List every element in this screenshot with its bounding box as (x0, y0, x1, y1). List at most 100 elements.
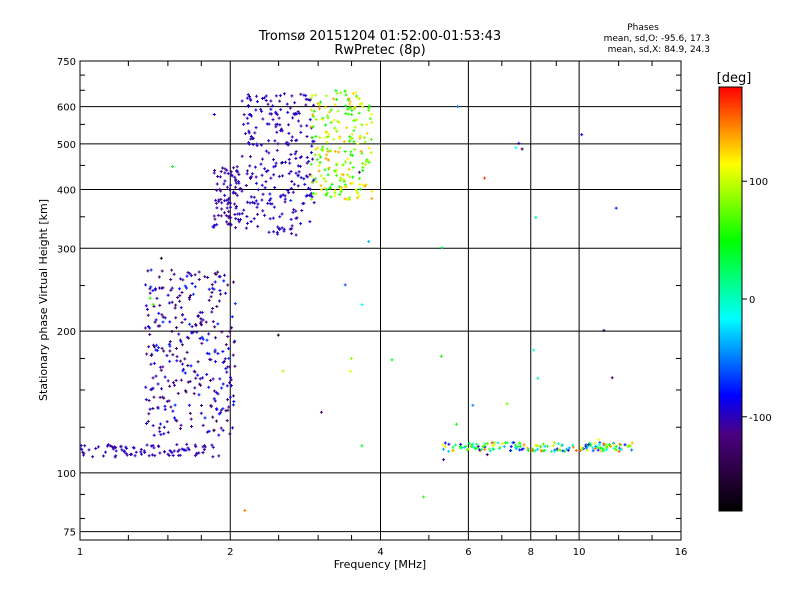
echo-point (346, 157, 350, 161)
echo-point (152, 361, 156, 365)
echo-point (81, 450, 85, 454)
echo-point (291, 116, 295, 120)
echo-point (355, 191, 359, 195)
echo-point (169, 450, 173, 454)
echo-point (467, 441, 471, 445)
echo-point (346, 107, 350, 111)
echo-point (345, 126, 349, 130)
echo-point (314, 134, 318, 138)
echo-point (197, 270, 201, 274)
echo-point (294, 156, 298, 160)
echo-point (223, 179, 227, 183)
echo-point (167, 399, 171, 403)
echo-point (179, 378, 183, 382)
echo-point (276, 225, 280, 229)
echo-point (231, 403, 235, 407)
echo-point (179, 359, 183, 363)
echo-point (271, 104, 275, 108)
echo-point (520, 147, 524, 151)
echo-point (159, 256, 163, 260)
echo-point (279, 108, 283, 112)
echo-point (290, 139, 294, 143)
echo-point (518, 445, 522, 449)
echo-point (227, 222, 231, 226)
echo-point (368, 104, 372, 108)
echo-point (196, 360, 200, 364)
echo-point (486, 441, 490, 445)
echo-point (196, 314, 200, 318)
echo-point (221, 360, 225, 364)
echo-point (229, 378, 233, 382)
echo-point (360, 123, 364, 127)
echo-point (179, 340, 183, 344)
echo-point (148, 407, 152, 411)
echo-point (441, 443, 445, 447)
echo-point (255, 100, 259, 104)
echo-point (220, 201, 224, 205)
echo-point (151, 289, 155, 293)
echo-point (344, 112, 348, 116)
echo-point (306, 175, 310, 179)
x-tick-label: 16 (675, 547, 688, 558)
echo-point (227, 214, 231, 218)
echo-point (480, 447, 484, 451)
echo-point (314, 118, 318, 122)
echo-point (354, 94, 358, 98)
echo-point (321, 145, 325, 149)
echo-point (283, 197, 287, 201)
echo-point (350, 153, 354, 157)
echo-point (289, 152, 293, 156)
echo-point (598, 443, 602, 447)
echo-point (149, 444, 153, 448)
echo-point (284, 160, 288, 164)
echo-point (228, 330, 232, 334)
echo-point (316, 146, 320, 150)
echo-point (169, 405, 173, 409)
echo-point (324, 192, 328, 196)
echo-point (357, 194, 361, 198)
echo-point (246, 93, 250, 97)
echo-point (233, 213, 237, 217)
echo-point (240, 189, 244, 193)
echo-point (203, 275, 207, 279)
echo-point (367, 239, 371, 243)
echo-point (178, 277, 182, 281)
echo-point (325, 147, 329, 151)
echo-point (317, 169, 321, 173)
echo-point (149, 353, 153, 357)
echo-point (155, 296, 159, 300)
echo-point (198, 377, 202, 381)
echo-point (243, 132, 247, 136)
echo-point (229, 384, 233, 388)
echo-point (235, 193, 239, 197)
echo-point (148, 332, 152, 336)
echo-point (177, 332, 181, 336)
echo-point (357, 170, 361, 174)
echo-point (256, 188, 260, 192)
echo-point (94, 446, 98, 450)
echo-point (268, 192, 272, 196)
echo-point (224, 214, 228, 218)
echo-point (369, 151, 373, 155)
echo-point (481, 444, 485, 448)
phase-stats-o: mean, sd,O: -95.6, 17.3 (604, 34, 710, 44)
echo-point (158, 303, 162, 307)
echo-point (165, 354, 169, 358)
echo-point (305, 156, 309, 160)
echo-point (298, 164, 302, 168)
echo-point (228, 432, 232, 436)
echo-point (170, 164, 174, 168)
echo-point (488, 449, 492, 453)
echo-point (212, 113, 216, 117)
echo-point (227, 356, 231, 360)
echo-point (324, 105, 328, 109)
echo-point (147, 345, 151, 349)
echo-point (290, 180, 294, 184)
echo-point (475, 442, 479, 446)
echo-point (585, 448, 589, 452)
echo-point (228, 375, 232, 379)
echo-point (294, 171, 298, 175)
echo-point (456, 105, 460, 109)
echo-point (264, 94, 268, 98)
echo-point (588, 443, 592, 447)
